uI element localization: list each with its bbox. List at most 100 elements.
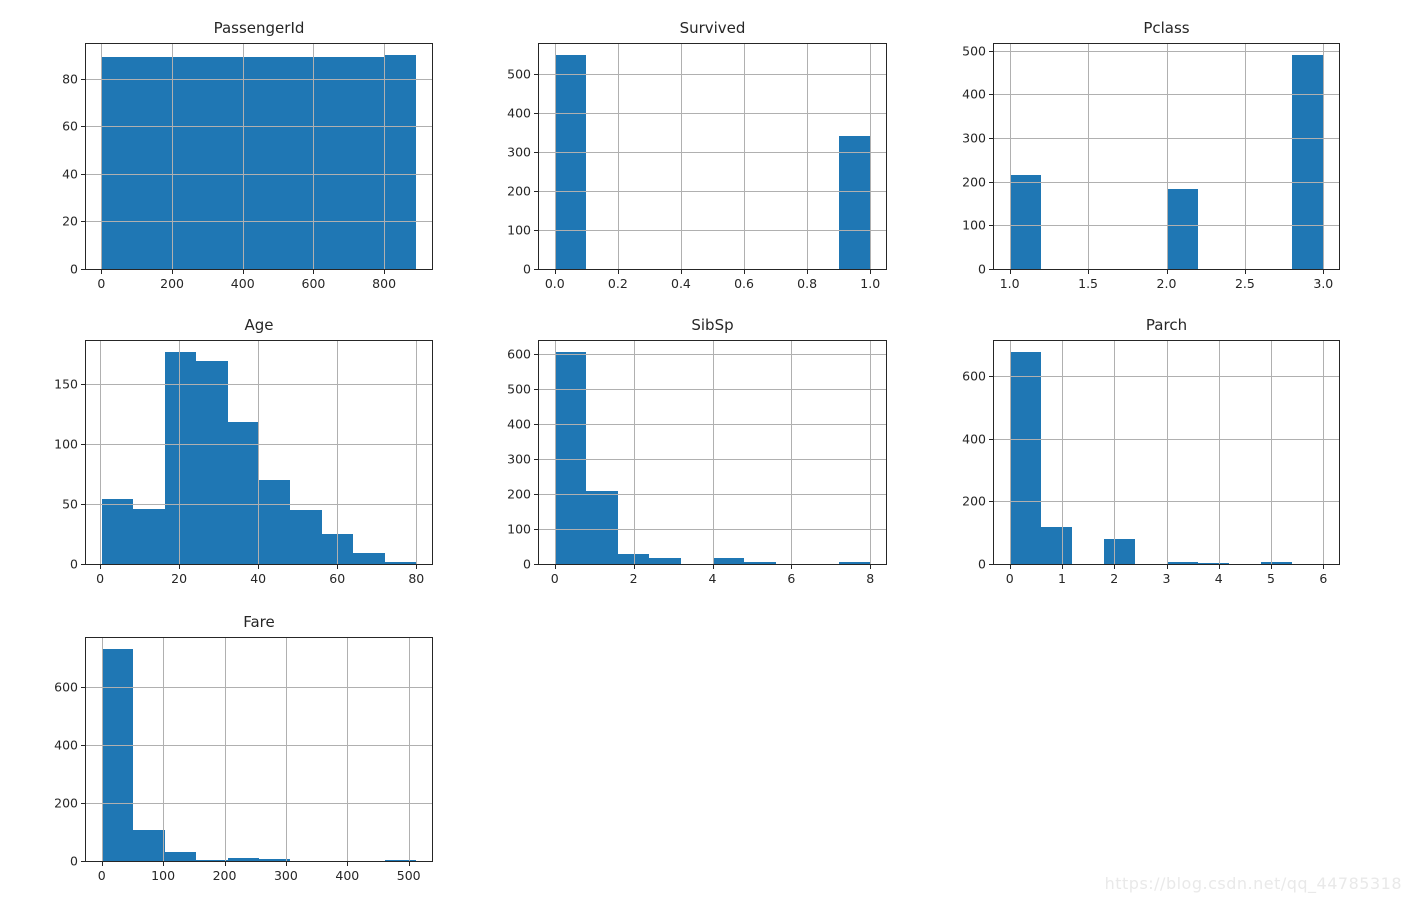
x-tick-label: 0.6 <box>734 276 754 291</box>
x-tick-label: 5 <box>1267 571 1276 586</box>
y-tick-mark <box>81 269 85 270</box>
histogram-bar <box>290 510 322 564</box>
y-tick-mark <box>81 126 85 128</box>
x-tick-mark <box>807 270 809 274</box>
histogram-bar <box>133 508 165 564</box>
x-gridline <box>554 341 556 564</box>
subplot: Age 0 20 40 60 80 0 50 100 150 <box>54 316 433 586</box>
y-tick-mark <box>534 494 538 496</box>
subplot-title: PassengerId <box>213 18 305 37</box>
y-tick-mark <box>989 501 993 503</box>
y-gridline <box>539 73 886 75</box>
x-tick-label: 2.0 <box>1156 276 1177 291</box>
y-tick-mark <box>534 459 538 461</box>
x-tick-mark <box>1271 565 1273 569</box>
y-tick-label: 0 <box>978 556 986 572</box>
y-gridline <box>994 138 1339 140</box>
x-tick-label: 1.0 <box>860 276 881 291</box>
x-tick-label: 2 <box>629 571 638 586</box>
x-gridline <box>680 44 682 269</box>
plot-area <box>85 637 433 862</box>
y-tick-label: 0 <box>523 556 531 572</box>
x-gridline <box>285 638 287 861</box>
histogram-bar <box>164 351 197 564</box>
y-gridline <box>994 50 1339 52</box>
y-tick-mark <box>81 861 85 862</box>
x-gridline <box>791 341 793 564</box>
y-tick-mark <box>989 376 993 378</box>
x-tick-label: 600 <box>301 276 326 291</box>
x-tick-mark <box>680 270 682 274</box>
y-gridline <box>994 438 1339 440</box>
y-tick-label: 200 <box>962 493 986 509</box>
x-tick-mark <box>791 565 793 569</box>
x-tick-label: 60 <box>329 571 346 586</box>
x-tick-mark <box>384 270 386 274</box>
y-tick-mark <box>81 384 85 386</box>
x-tick-label: 0 <box>1005 571 1014 586</box>
y-tick-mark <box>534 389 538 391</box>
x-tick-mark <box>172 270 174 274</box>
y-gridline <box>86 221 432 223</box>
x-tick-mark <box>554 270 556 274</box>
x-gridline <box>258 341 260 564</box>
x-tick-mark <box>554 565 556 569</box>
histogram-bar <box>1009 174 1042 269</box>
subplot: Pclass 1.0 1.5 2.0 2.5 3.0 0 100 200 300 400 500 <box>962 19 1340 291</box>
x-tick-label: 300 <box>273 868 298 883</box>
x-tick-mark <box>101 862 103 866</box>
y-tick-mark <box>81 504 85 505</box>
x-gridline <box>807 44 809 269</box>
y-tick-label: 0 <box>978 261 986 277</box>
y-gridline <box>86 744 432 746</box>
y-tick-mark <box>81 78 85 80</box>
y-tick-mark <box>534 424 538 426</box>
y-gridline <box>86 444 432 445</box>
x-gridline <box>1088 44 1090 269</box>
subplot-title: Fare <box>243 612 275 631</box>
x-tick-label: 200 <box>212 868 237 883</box>
y-tick-label: 300 <box>507 144 531 160</box>
x-tick-label: 20 <box>171 571 188 586</box>
y-gridline <box>539 459 886 461</box>
subplot-title: Survived <box>679 18 746 37</box>
histogram-bar <box>1041 527 1073 564</box>
x-tick-mark <box>870 270 872 274</box>
y-tick-mark <box>989 138 993 140</box>
y-tick-mark <box>81 173 85 175</box>
plot-area <box>85 43 433 270</box>
x-gridline <box>1323 44 1325 269</box>
x-gridline <box>1271 341 1273 564</box>
histogram-bar <box>554 54 587 269</box>
x-tick-label: 0.8 <box>797 276 818 291</box>
x-tick-label: 0 <box>96 571 105 586</box>
x-tick-mark <box>617 270 619 274</box>
x-gridline <box>1009 44 1011 269</box>
y-tick-label: 200 <box>54 795 78 811</box>
histogram-bar <box>101 499 134 564</box>
y-tick-mark <box>989 50 993 52</box>
y-tick-label: 150 <box>54 376 78 392</box>
y-gridline <box>86 78 432 80</box>
y-tick-label: 600 <box>962 368 986 384</box>
histogram-bar <box>353 57 385 269</box>
y-tick-mark <box>534 190 538 192</box>
y-tick-label: 100 <box>962 217 986 233</box>
subplot-title: Pclass <box>1143 18 1190 37</box>
y-tick-label: 400 <box>507 105 531 121</box>
x-gridline <box>1323 341 1325 564</box>
histogram-bar <box>384 860 417 861</box>
y-tick-label: 20 <box>62 213 78 229</box>
x-tick-label: 2 <box>1110 571 1119 586</box>
histogram-bar <box>133 57 165 269</box>
x-gridline <box>744 44 746 269</box>
subplot-title: Parch <box>1145 315 1188 334</box>
y-tick-mark <box>81 221 85 223</box>
y-tick-mark <box>989 181 993 183</box>
y-gridline <box>86 173 432 175</box>
histogram-bar <box>586 491 618 564</box>
y-tick-label: 400 <box>507 416 531 432</box>
plot-area <box>538 340 887 565</box>
histogram-bar <box>196 361 228 564</box>
